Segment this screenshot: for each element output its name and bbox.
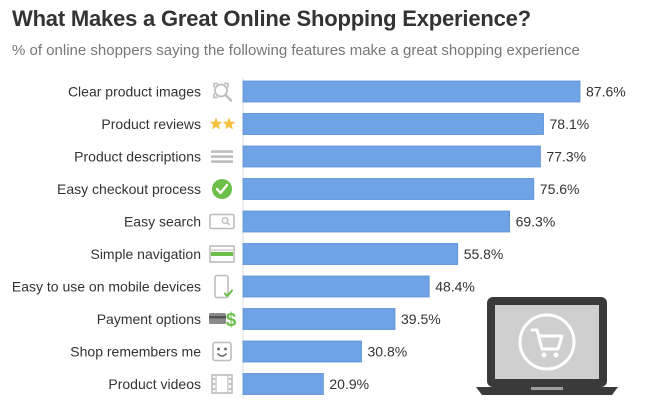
bar xyxy=(242,210,511,233)
category-label: Product reviews xyxy=(101,116,201,132)
bar xyxy=(242,243,459,265)
bar xyxy=(242,80,581,103)
value-label: 87.6% xyxy=(586,84,626,100)
mobile-device-icon xyxy=(214,274,233,299)
bar xyxy=(242,275,430,298)
category-label: Easy checkout process xyxy=(57,181,201,197)
category-label: Shop remembers me xyxy=(70,344,201,360)
category-label: Easy search xyxy=(124,214,201,230)
bar xyxy=(242,145,541,168)
search-box-icon xyxy=(209,213,235,230)
bar xyxy=(242,178,535,200)
value-label: 77.3% xyxy=(546,149,586,165)
category-label: Product videos xyxy=(108,376,201,392)
value-label: 69.3% xyxy=(516,214,556,230)
category-label: Product descriptions xyxy=(74,149,201,165)
bar xyxy=(242,373,324,395)
category-label: Clear product images xyxy=(68,84,201,100)
stars-icon xyxy=(209,117,236,130)
bar xyxy=(242,340,362,363)
payment-icon: $ xyxy=(209,310,237,331)
bar xyxy=(242,113,544,135)
film-icon xyxy=(211,374,233,394)
laptop-cart-icon xyxy=(476,297,618,395)
checkmark-icon xyxy=(212,179,232,199)
value-label: 75.6% xyxy=(540,181,580,197)
value-label: 30.8% xyxy=(368,344,408,360)
value-label: 20.9% xyxy=(329,376,369,392)
bar xyxy=(242,308,396,330)
chart-title: What Makes a Great Online Shopping Exper… xyxy=(12,6,531,31)
category-label: Simple navigation xyxy=(90,246,201,262)
category-label: Payment options xyxy=(97,311,201,327)
value-label: 39.5% xyxy=(401,311,441,327)
value-label: 78.1% xyxy=(550,116,590,132)
svg-text:$: $ xyxy=(226,310,237,331)
smiley-icon xyxy=(212,341,232,362)
chart-subtitle: % of online shoppers saying the followin… xyxy=(12,42,580,59)
lines-icon xyxy=(211,150,233,163)
magnifier-image-icon xyxy=(213,82,233,102)
category-label: Easy to use on mobile devices xyxy=(12,279,201,295)
value-label: 48.4% xyxy=(435,279,475,295)
value-label: 55.8% xyxy=(464,246,504,262)
navigation-icon xyxy=(209,245,235,263)
